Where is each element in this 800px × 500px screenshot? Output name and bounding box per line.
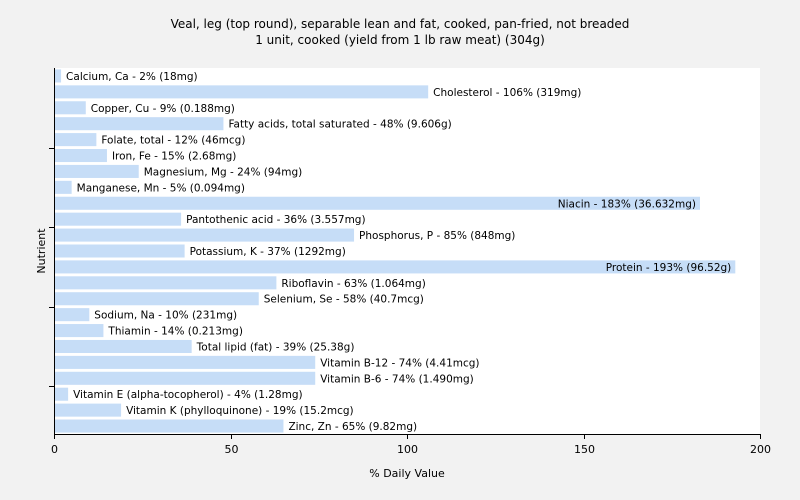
bar-label: Folate, total - 12% (46mcg) [101,135,245,147]
y-tick-group [49,148,54,387]
bar [55,371,316,385]
bar-label: Zinc, Zn - 65% (9.82mg) [288,421,417,433]
bar [55,148,107,163]
bar-label-group: Calcium, Ca - 2% (18mg) Cholesterol - 106… [66,71,731,433]
bar [55,339,192,354]
bar-group [55,69,736,433]
bar [55,419,284,433]
bar-label: Potassium, K - 37% (1292mg) [190,246,346,258]
bar-label: Cholesterol - 106% (319mg) [433,87,581,99]
bar-label: Phosphorus, P - 85% (848mg) [359,230,515,242]
bar-label: Riboflavin - 63% (1.064mg) [281,278,425,290]
bar-label: Iron, Fe - 15% (2.68mg) [112,151,236,163]
bar-label: Sodium, Na - 10% (231mg) [94,310,237,322]
bar-label: Protein - 193% (96.52g) [606,262,732,274]
bar-label: Selenium, Se - 58% (40.7mcg) [264,294,424,306]
bar-label: Vitamin B-12 - 74% (4.41mcg) [320,357,479,369]
bar [55,387,69,401]
bar [55,164,139,178]
bar-label: Copper, Cu - 9% (0.188mg) [91,103,235,115]
bar-label: Pantothenic acid - 36% (3.557mg) [186,214,365,226]
chart-title: Veal, leg (top round), separable lean an… [171,17,630,31]
chart-subtitle: 1 unit, cooked (yield from 1 lb raw meat… [255,33,545,47]
bar [55,196,700,210]
bar-label: Thiamin - 14% (0.213mg) [107,326,243,338]
bar [55,117,224,131]
bar [55,276,277,290]
bar [55,133,97,147]
bar-label: Calcium, Ca - 2% (18mg) [66,71,198,83]
bar-label: Vitamin K (phylloquinone) - 19% (15.2mcg… [126,405,354,417]
bar-label: Fatty acids, total saturated - 48% (9.60… [228,119,451,131]
x-tick-label: 100 [397,443,418,456]
x-tick-label: 150 [574,443,595,456]
bar-label: Vitamin B-6 - 74% (1.490mg) [320,373,474,385]
x-tick-label: 0 [51,443,58,456]
bar-label: Manganese, Mn - 5% (0.094mg) [77,182,245,194]
bar [55,260,736,274]
bar-label: Vitamin E (alpha-tocopherol) - 4% (1.28m… [73,389,303,401]
bar [55,69,62,83]
x-tick-group: 0 50 100 150 200 [51,434,771,456]
bar [55,403,122,417]
bar [55,308,90,322]
bar [55,85,429,99]
x-tick-label: 200 [750,443,771,456]
bar [55,180,72,194]
bar [55,355,316,369]
bar-label: Total lipid (fat) - 39% (25.38g) [196,341,355,353]
x-axis-title: % Daily Value [369,467,445,480]
bar [55,324,104,338]
bar [55,244,185,258]
bar [55,292,259,306]
y-axis-title: Nutrient [35,228,48,274]
bar [55,228,355,242]
bar-label: Niacin - 183% (36.632mg) [558,198,696,210]
x-tick-label: 50 [225,443,239,456]
bar-label: Magnesium, Mg - 24% (94mg) [144,166,303,178]
bar [55,101,86,115]
bar [55,212,182,226]
